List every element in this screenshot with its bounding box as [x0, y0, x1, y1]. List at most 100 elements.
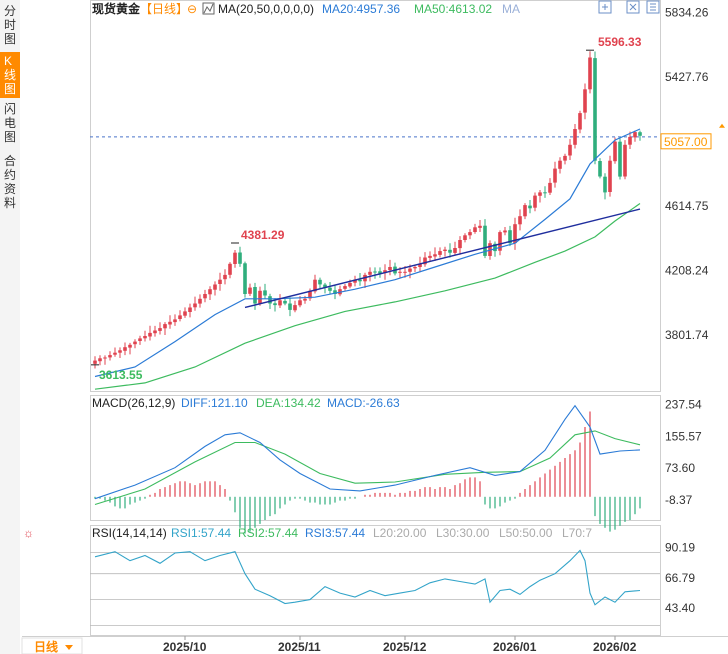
macd-name[interactable]: MACD(26,12,9): [92, 396, 175, 410]
price-tick-label: 3801.74: [665, 328, 709, 342]
candle-body: [548, 182, 552, 193]
rsi-header: ☼ RSI(14,14,14) RSI1:57.44 RSI2:57.44 RS…: [23, 526, 592, 540]
current-price-box: [660, 133, 712, 150]
macd-diff-value: DIFF:121.10: [181, 396, 248, 410]
rsi-panel-frame: [90, 525, 661, 636]
candle-body: [168, 321, 172, 325]
expand-icon-glyph: [602, 4, 608, 10]
sidebar-tab-3[interactable]: 合约资料: [4, 153, 16, 210]
rsi-l70: L70:7: [562, 526, 592, 540]
candle-body: [603, 176, 607, 193]
rsi3-value: RSI3:57.44: [305, 526, 365, 540]
candle-body: [118, 350, 122, 353]
macd-y-axis: 237.54 155.57 73.60 -8.37: [665, 398, 702, 507]
candle-body: [233, 252, 237, 264]
current-price-marker: 5057.00: [660, 123, 725, 150]
candle-body: [458, 240, 462, 249]
ma-params[interactable]: MA(20,50,0,0,0,0): [218, 2, 314, 16]
rsi-tick-label: 90.19: [665, 541, 695, 555]
candle-body: [308, 290, 312, 299]
rsi-settings-icon[interactable]: ☼: [23, 526, 34, 540]
candle-body: [133, 341, 137, 345]
candle-body: [438, 251, 442, 255]
candle-body: [263, 290, 267, 296]
candle-body: [493, 243, 497, 252]
candle-body: [513, 224, 517, 244]
candle-body: [398, 271, 402, 273]
candle-body: [538, 192, 542, 196]
candle-body: [158, 328, 162, 331]
candle-body: [188, 307, 192, 312]
candle-body: [173, 319, 177, 323]
period-selector-box[interactable]: [21, 637, 83, 654]
candle-body: [468, 232, 472, 236]
candle-body: [348, 282, 352, 287]
candle-body: [268, 296, 272, 304]
rsi-name[interactable]: RSI(14,14,14): [92, 526, 167, 540]
chevron-down-icon[interactable]: [65, 645, 73, 650]
macd-tick-label: 155.57: [665, 430, 702, 444]
candle-body: [558, 160, 562, 169]
candle-body: [518, 216, 522, 225]
macd-tick-label: 237.54: [665, 398, 702, 412]
main-panel-frame: [90, 0, 661, 392]
candle-body: [543, 192, 547, 194]
close-icon[interactable]: [646, 0, 660, 14]
ma20-value: MA20:4957.36: [322, 2, 400, 16]
candle-body: [368, 271, 372, 275]
period-selector-label[interactable]: 日线: [34, 639, 58, 654]
expand-icon[interactable]: [598, 0, 612, 14]
candle-body: [448, 249, 452, 253]
candle-body: [453, 248, 457, 253]
current-price-label: 5057.00: [664, 135, 708, 149]
candle-body: [608, 160, 612, 192]
macd-hist-value: MACD:-26.63: [327, 396, 400, 410]
candle-body: [628, 136, 632, 145]
rsi-level-lines: [90, 552, 660, 626]
candle-body: [373, 271, 377, 273]
fullscreen-icon-glyph: [629, 3, 637, 11]
candle-body: [208, 289, 212, 295]
macd-dea-value: DEA:134.42: [256, 396, 321, 410]
candle-body: [503, 230, 507, 233]
candle-body: [428, 255, 432, 258]
candle-body: [523, 205, 527, 217]
candle-body: [143, 336, 147, 339]
candle-body: [508, 230, 512, 244]
period-label[interactable]: 【日线】: [140, 2, 188, 16]
candle-body: [218, 279, 222, 284]
candle-body: [413, 267, 417, 269]
fullscreen-icon[interactable]: [626, 0, 640, 14]
rsi-tick-label: 66.79: [665, 571, 695, 585]
candle-body: [633, 132, 637, 138]
diff-line: [94, 404, 641, 500]
candle-body: [593, 58, 597, 161]
candle-body: [358, 279, 362, 282]
sidebar-tab-2[interactable]: 闪电图: [4, 102, 16, 144]
dea-line: [94, 430, 641, 506]
rsi-y-axis: 90.19 66.79 43.40: [665, 541, 695, 616]
period-selector[interactable]: 日线: [21, 637, 83, 654]
candle-body: [598, 161, 602, 177]
chart-type-icon[interactable]: [202, 2, 215, 15]
swap-icon[interactable]: ⊖: [187, 2, 197, 16]
sidebar-background: [0, 0, 20, 654]
candle-body: [618, 141, 622, 177]
rsi-l20: L20:20.00: [373, 526, 427, 540]
macd-panel-frame: [90, 395, 661, 521]
ma50-value: MA50:4613.02: [414, 2, 492, 16]
sidebar-tab-1[interactable]: K 线图: [4, 54, 16, 96]
candle-body: [478, 225, 482, 228]
candle-body: [328, 287, 332, 291]
candle-body: [418, 263, 422, 267]
sidebar-tab-0[interactable]: 分时图: [4, 4, 16, 46]
price-annotations: 5596.33 4381.29 3613.55: [91, 35, 642, 382]
macd-tick-label: -8.37: [665, 493, 693, 507]
candle-body: [123, 347, 127, 351]
candle-body: [298, 300, 302, 306]
x-tick-label: 2025/10: [163, 640, 207, 654]
x-tick-label: 2025/11: [278, 640, 321, 654]
candle-body: [533, 195, 537, 208]
